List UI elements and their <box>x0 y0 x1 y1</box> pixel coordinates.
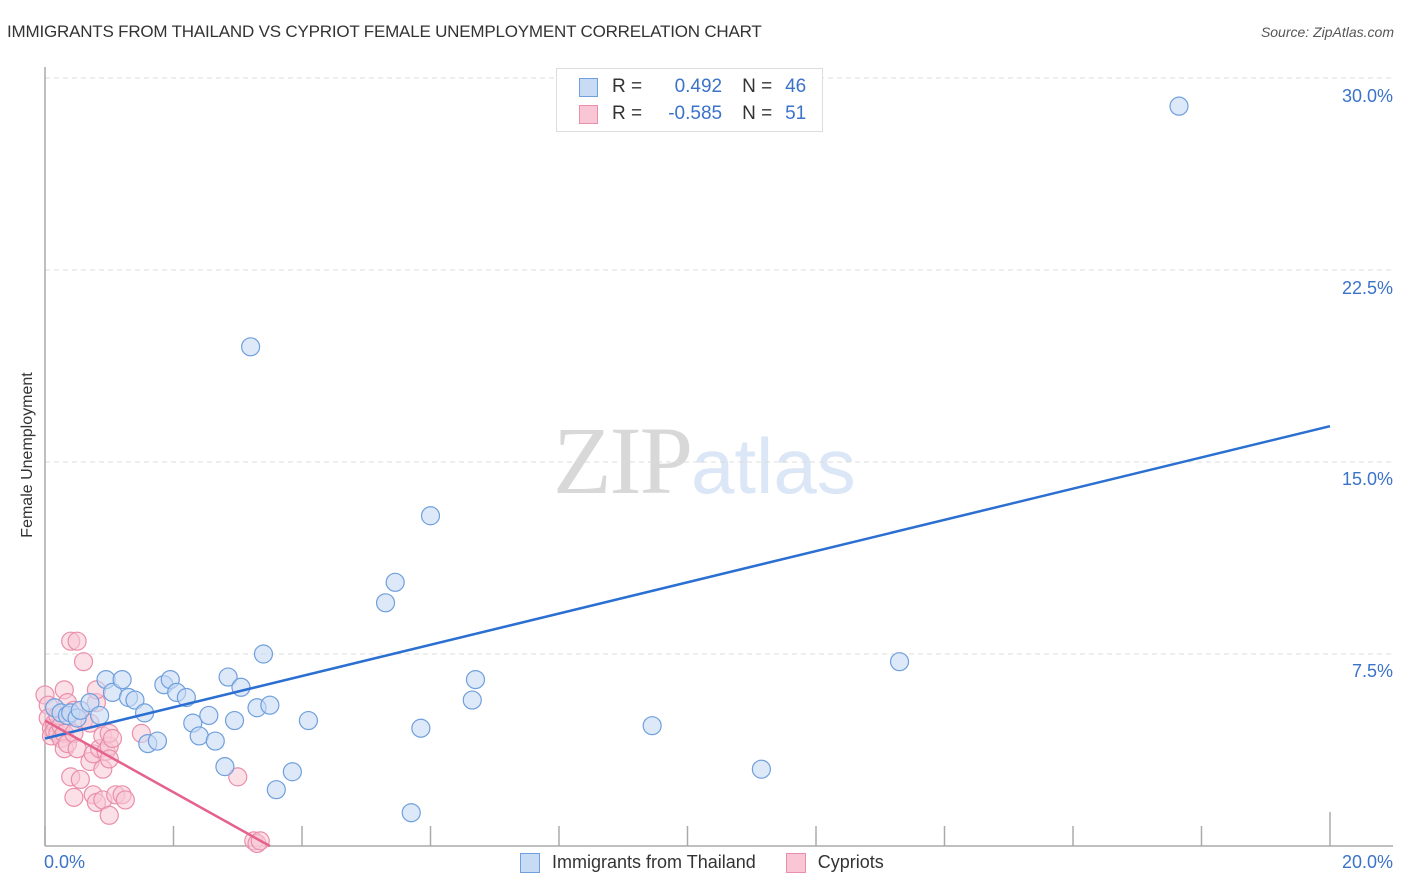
data-point <box>266 780 286 800</box>
n-label: N = <box>742 76 773 97</box>
y-tick-22-5: 22.5% <box>1341 278 1393 298</box>
thailand-swatch <box>579 77 598 97</box>
data-point <box>420 506 441 526</box>
data-point <box>241 337 261 357</box>
data-point <box>465 669 486 690</box>
legend-row-thailand: R = 0.492 N = 46 <box>579 75 806 99</box>
data-point <box>67 631 87 651</box>
data-point <box>102 728 123 749</box>
data-point <box>411 718 431 738</box>
r-label: R = <box>612 76 643 97</box>
data-point <box>751 759 771 779</box>
watermark-zip: ZIP <box>553 407 693 514</box>
r-label: R = <box>612 103 643 124</box>
watermark-atlas: atlas <box>691 422 856 510</box>
data-point <box>64 787 84 807</box>
y-tick-15: 15.0% <box>1341 469 1393 489</box>
n-value: 51 <box>785 103 807 124</box>
correlation-legend: R = 0.492 N = 46 R = -0.585 N = 51 <box>556 68 823 132</box>
legend-label: Immigrants from Thailand <box>552 852 756 872</box>
x-tick-0: 0.0% <box>44 852 86 872</box>
data-point <box>224 710 245 731</box>
data-point <box>260 695 280 715</box>
data-point <box>642 716 662 736</box>
legend-item-thailand[interactable]: Immigrants from Thailand <box>520 852 756 873</box>
data-point <box>282 762 302 782</box>
thailand-swatch <box>520 852 540 873</box>
data-point <box>1169 96 1189 116</box>
r-value: -0.585 <box>668 103 723 124</box>
cypriots-trendline <box>44 719 271 848</box>
data-point <box>462 690 482 710</box>
data-point <box>375 593 396 613</box>
data-point <box>199 705 219 726</box>
legend-item-cypriots[interactable]: Cypriots <box>785 852 884 873</box>
data-point <box>115 790 135 810</box>
x-tick-marks <box>44 812 1331 846</box>
data-point <box>70 769 90 790</box>
data-point <box>401 803 421 823</box>
data-point <box>73 652 94 672</box>
y-tick-30: 30.0% <box>1341 86 1393 106</box>
n-value: 46 <box>785 76 807 97</box>
data-point <box>112 669 132 690</box>
r-value: 0.492 <box>674 76 723 97</box>
x-tick-20: 20.0% <box>1341 852 1393 872</box>
data-point <box>218 667 238 687</box>
data-point <box>385 572 405 592</box>
legend-row-cypriots: R = -0.585 N = 51 <box>579 102 806 126</box>
data-point <box>253 644 274 664</box>
data-point <box>215 757 235 777</box>
y-tick-7-5: 7.5% <box>1351 661 1393 681</box>
data-point <box>125 690 145 710</box>
data-point <box>90 705 110 726</box>
series-thailand-points <box>45 96 1189 823</box>
source-label: Source: ZipAtlas.com <box>1260 24 1394 40</box>
data-point <box>228 767 248 787</box>
data-point <box>189 726 209 746</box>
data-point <box>889 652 910 672</box>
n-label: N = <box>742 103 773 124</box>
series-legend: Immigrants from Thailand Cypriots <box>520 852 914 873</box>
y-axis-label: Female Unemployment <box>19 372 36 538</box>
zipatlas-watermark: ZIPatlas <box>553 405 856 516</box>
chart-title: IMMIGRANTS FROM THAILAND VS CYPRIOT FEMA… <box>7 22 762 41</box>
data-point <box>99 805 119 825</box>
legend-label: Cypriots <box>817 852 884 872</box>
cypriots-swatch <box>785 852 806 873</box>
thailand-trendline <box>44 424 1331 740</box>
data-point <box>147 731 168 751</box>
data-point <box>205 731 225 751</box>
data-point <box>80 693 100 713</box>
data-point <box>298 710 319 731</box>
cypriots-swatch <box>579 104 598 124</box>
gridlines <box>45 77 1393 655</box>
